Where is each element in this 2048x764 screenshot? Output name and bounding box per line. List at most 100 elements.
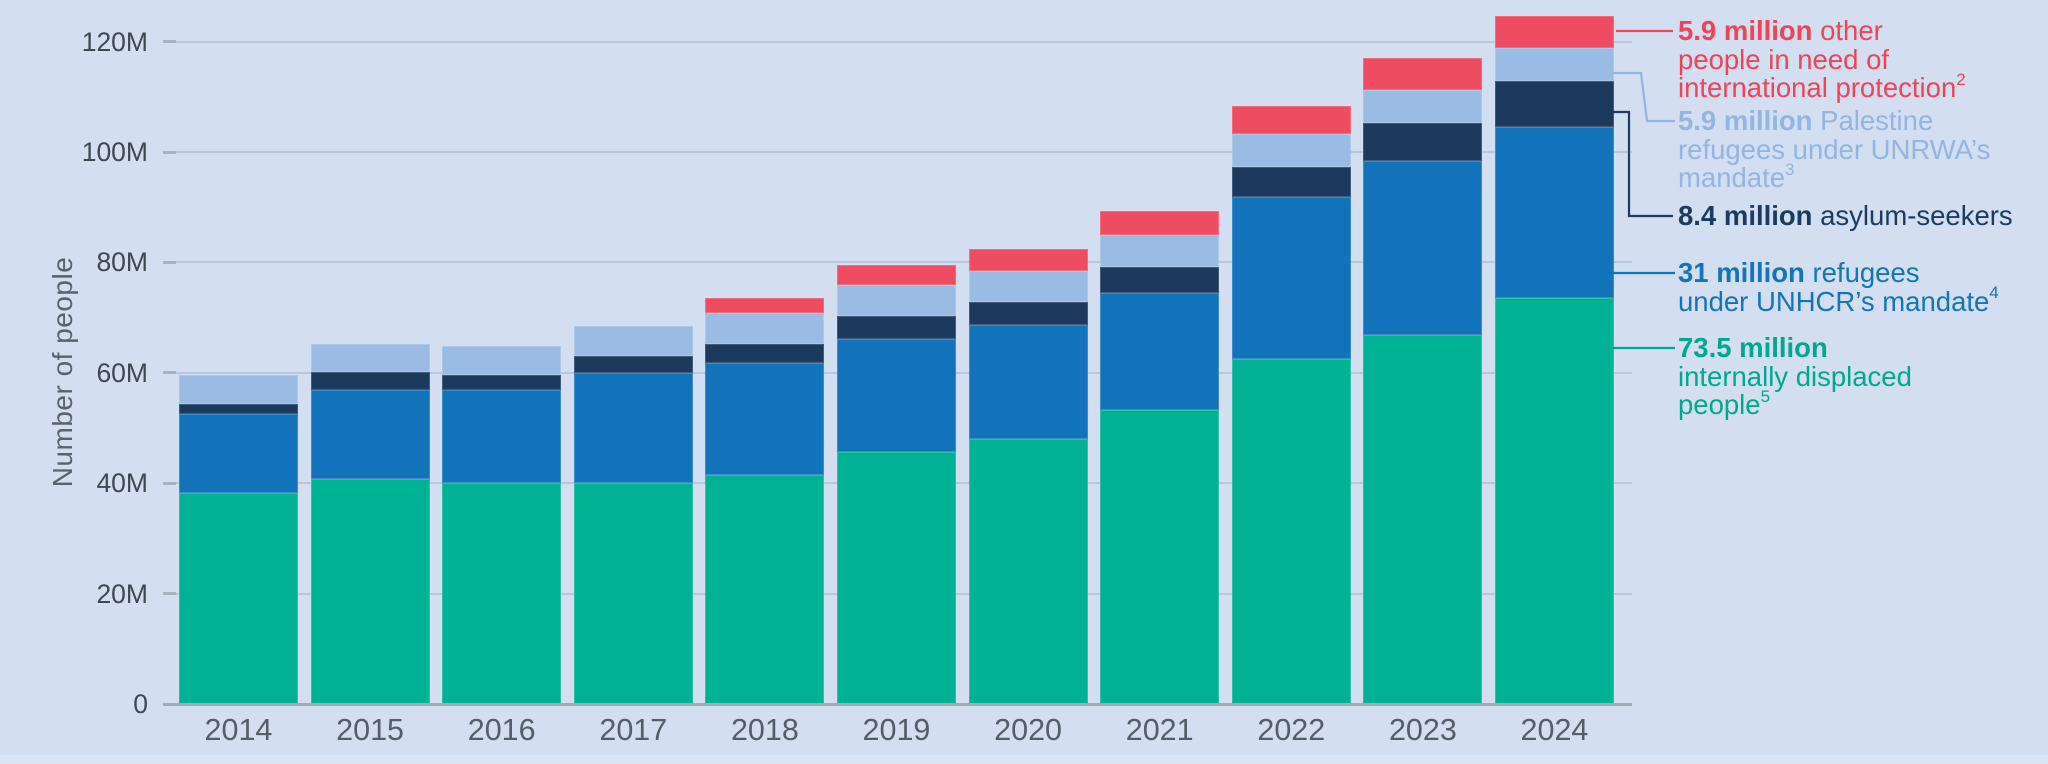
y-tick-label-120M: 120M (81, 26, 148, 57)
y-tick-mark (163, 40, 176, 44)
bar-segment-2019-internally-displaced-people (837, 451, 956, 704)
bar-segment-2021-asylum-seekers (1100, 267, 1220, 293)
bar-segment-2018-other-people-in-need-of-international-protection (705, 297, 825, 314)
legend-text-other: other people in need of international pr… (1678, 15, 1957, 103)
legend-footnote-marker-idp: 5 (1760, 386, 1771, 406)
legend-entry-unrwa: 5.9 million Palestine refugees under UNR… (1678, 105, 2048, 193)
bar-segment-2023-refugees-under-unhcr-s-mandate (1363, 160, 1483, 336)
legend-entry-asylum: 8.4 million asylum-seekers (1678, 200, 2048, 231)
bar-segment-2023-palestine-refugees-under-unrwa-s-mandate (1363, 89, 1483, 123)
bar-segment-2014-palestine-refugees-under-unrwa-s-mandate (179, 375, 298, 404)
legend-text-unhcr: refugees under UNHCR’s mandate (1678, 257, 1990, 317)
bar-segment-2014-internally-displaced-people (179, 493, 298, 704)
legend-value-asylum: 8.4 million (1678, 200, 1813, 231)
bar-segment-2016-internally-displaced-people (442, 483, 562, 704)
legend-text-idp: internally displaced people (1678, 360, 1912, 420)
bar-segment-2022-palestine-refugees-under-unrwa-s-mandate (1231, 134, 1351, 167)
bar-segment-2018-asylum-seekers (705, 343, 825, 363)
legend-footnote-marker-other: 2 (1956, 69, 1966, 89)
bar-segment-2024-internally-displaced-people (1495, 298, 1614, 704)
bar-segment-2022-internally-displaced-people (1231, 359, 1351, 704)
bar-segment-2023-internally-displaced-people (1363, 335, 1483, 704)
bar-segment-2019-asylum-seekers (837, 315, 956, 340)
bar-segment-2017-palestine-refugees-under-unrwa-s-mandate (573, 326, 693, 357)
gridline-80M (163, 261, 1632, 264)
bar-segment-2020-asylum-seekers (968, 302, 1088, 325)
y-tick-mark (163, 481, 176, 485)
x-tick-label-2017: 2017 (599, 713, 668, 747)
legend-value-idp: 73.5 million (1678, 332, 1828, 363)
bar-segment-2014-refugees-under-unhcr-s-mandate (179, 413, 298, 494)
bar-segment-2021-internally-displaced-people (1100, 410, 1220, 704)
gridline-120M (163, 40, 1632, 43)
legend-value-unhcr: 31 million (1678, 257, 1805, 288)
bar-segment-2018-internally-displaced-people (705, 475, 825, 704)
bar-segment-2021-refugees-under-unhcr-s-mandate (1100, 292, 1220, 411)
bar-segment-2021-palestine-refugees-under-unrwa-s-mandate (1100, 235, 1220, 268)
bar-segment-2016-asylum-seekers (442, 375, 562, 390)
x-tick-label-2024: 2024 (1520, 713, 1589, 747)
bar-segment-2022-refugees-under-unhcr-s-mandate (1231, 196, 1351, 359)
bar-segment-2017-asylum-seekers (573, 356, 693, 374)
bar-segment-2019-refugees-under-unhcr-s-mandate (837, 339, 956, 452)
legend-text-asylum: asylum-seekers (1812, 200, 2013, 231)
x-tick-label-2016: 2016 (467, 713, 536, 747)
bar-segment-2018-refugees-under-unhcr-s-mandate (705, 362, 825, 476)
bottom-edge-strip (0, 755, 2048, 764)
bar-segment-2024-refugees-under-unhcr-s-mandate (1495, 127, 1614, 299)
y-tick-mark (163, 150, 176, 154)
bar-segment-2015-asylum-seekers (310, 372, 430, 390)
bar-segment-2022-other-people-in-need-of-international-protection (1231, 105, 1351, 135)
bar-segment-2024-asylum-seekers (1495, 80, 1614, 128)
bar-segment-2020-palestine-refugees-under-unrwa-s-mandate (968, 270, 1088, 303)
y-tick-mark (163, 592, 176, 596)
y-tick-label-20M: 20M (96, 578, 148, 609)
x-tick-label-2015: 2015 (336, 713, 405, 747)
bar-segment-2020-internally-displaced-people (968, 439, 1088, 704)
bar-segment-2019-other-people-in-need-of-international-protection (837, 265, 956, 286)
bar-segment-2024-palestine-refugees-under-unrwa-s-mandate (1495, 48, 1614, 81)
legend-entry-idp: 73.5 million internally displaced people… (1678, 332, 2048, 420)
gridline-100M (163, 151, 1632, 153)
y-tick-label-40M: 40M (96, 468, 148, 499)
bar-segment-2015-refugees-under-unhcr-s-mandate (310, 389, 430, 479)
bar-segment-2023-other-people-in-need-of-international-protection (1363, 57, 1483, 90)
x-tick-label-2023: 2023 (1388, 713, 1457, 747)
bar-segment-2014-asylum-seekers (179, 403, 298, 414)
y-tick-label-100M: 100M (81, 137, 148, 167)
bar-segment-2015-palestine-refugees-under-unrwa-s-mandate (310, 343, 430, 373)
bar-segment-2018-palestine-refugees-under-unrwa-s-mandate (705, 313, 825, 344)
bar-segment-2022-asylum-seekers (1231, 166, 1351, 197)
y-tick-label-80M: 80M (96, 247, 148, 278)
bar-segment-2017-refugees-under-unhcr-s-mandate (573, 373, 693, 484)
bar-segment-2017-internally-displaced-people (573, 483, 693, 704)
x-tick-label-2018: 2018 (730, 713, 799, 747)
x-tick-label-2014: 2014 (204, 713, 273, 747)
x-tick-label-2019: 2019 (862, 713, 931, 747)
bar-segment-2016-refugees-under-unhcr-s-mandate (442, 389, 562, 484)
bar-segment-2016-palestine-refugees-under-unrwa-s-mandate (442, 345, 562, 375)
bar-segment-2024-other-people-in-need-of-international-protection (1495, 15, 1614, 49)
legend-footnote-marker-unrwa: 3 (1785, 159, 1795, 179)
legend-entry-unhcr: 31 million refugees under UNHCR’s mandat… (1678, 257, 2048, 317)
leader-line-asylum (1613, 110, 1673, 218)
bar-segment-2023-asylum-seekers (1363, 122, 1483, 161)
legend-entry-other: 5.9 million other people in need of inte… (1678, 15, 2048, 103)
y-tick-label-60M: 60M (96, 357, 148, 388)
x-axis-baseline (163, 702, 1632, 706)
bar-segment-2019-palestine-refugees-under-unrwa-s-mandate (837, 285, 956, 316)
x-tick-label-2022: 2022 (1257, 713, 1326, 747)
bar-segment-2020-other-people-in-need-of-international-protection (968, 249, 1088, 271)
legend-footnote-marker-unhcr: 4 (1989, 283, 1999, 303)
legend-value-unrwa: 5.9 million (1678, 105, 1813, 136)
y-tick-mark (163, 260, 176, 264)
bar-segment-2020-refugees-under-unhcr-s-mandate (968, 324, 1088, 440)
legend-value-other: 5.9 million (1678, 15, 1813, 46)
y-tick-label-0: 0 (133, 689, 148, 719)
y-tick-mark (163, 371, 176, 375)
x-tick-label-2020: 2020 (994, 713, 1063, 747)
x-tick-label-2021: 2021 (1125, 713, 1194, 747)
leader-line-unrwa (1613, 71, 1675, 123)
bar-segment-2015-internally-displaced-people (310, 478, 430, 704)
